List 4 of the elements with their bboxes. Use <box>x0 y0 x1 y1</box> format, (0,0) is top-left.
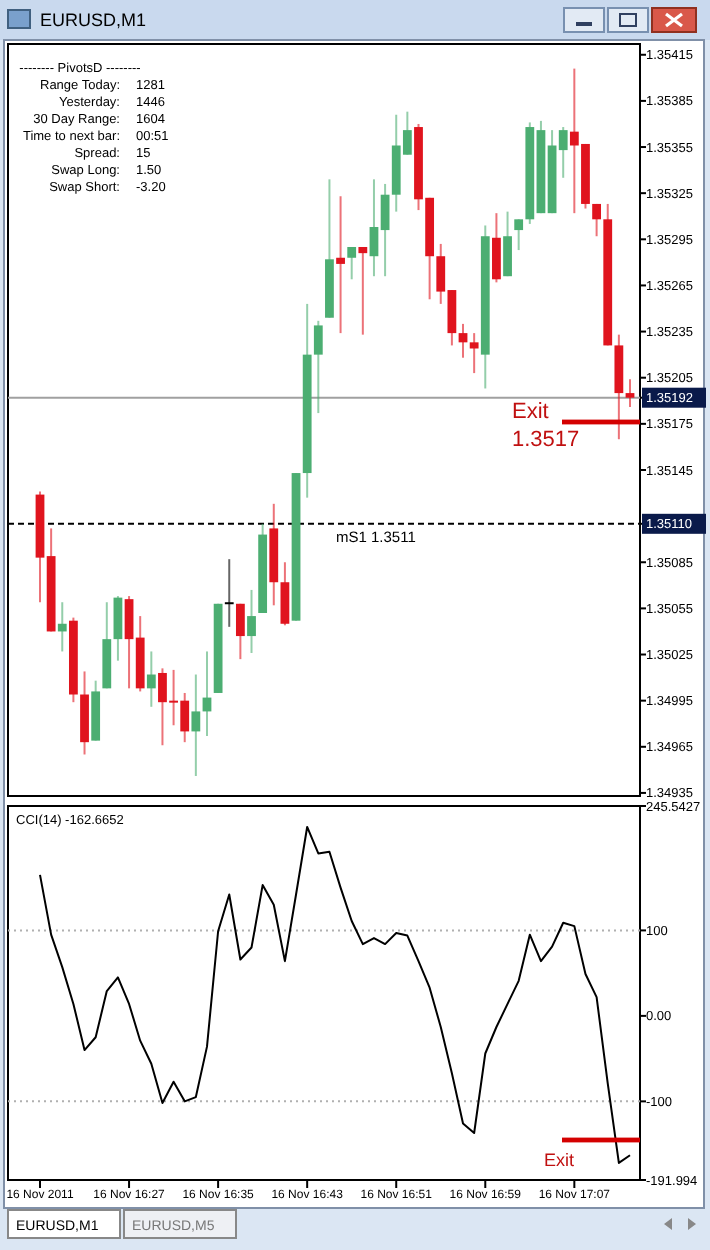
annotation: Exit <box>544 1150 575 1170</box>
annotation: Exit 1.3517 <box>512 400 580 452</box>
chart-title: EURUSD,M1 <box>40 10 147 30</box>
line-series <box>39 825 631 1164</box>
